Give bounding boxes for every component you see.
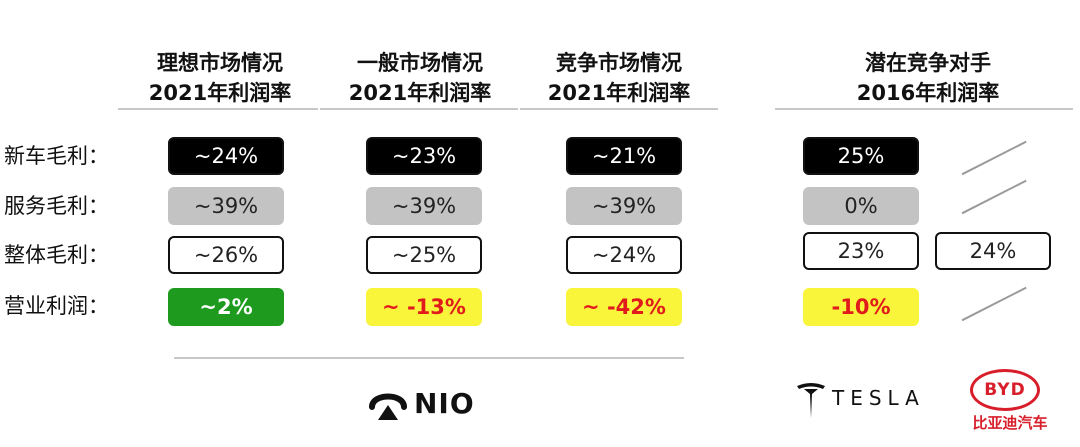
nio-logo: NIO	[368, 380, 478, 426]
competitive-operating-profit: ~ -42%	[566, 288, 682, 326]
tesla-service-margin: 0%	[803, 187, 919, 225]
ideal-overall-margin: ~26%	[168, 236, 284, 274]
header-competitive-subtitle: 2021年利润率	[547, 81, 691, 105]
nio-mark-icon	[369, 393, 407, 420]
tesla-logo: TESLA	[796, 380, 941, 426]
row-label-overall-margin: 整体毛利：	[4, 243, 109, 267]
byd-overall-margin: 24%	[935, 232, 1051, 270]
byd-badge-text: BYD	[984, 380, 1026, 400]
header-competitors-title: 潜在竞争对手	[865, 51, 991, 75]
row-label-service-margin: 服务毛利：	[4, 194, 109, 218]
ideal-operating-profit: ~2%	[168, 288, 284, 326]
tesla-overall-margin: 23%	[803, 232, 919, 270]
header-normal-title: 一般市场情况	[357, 51, 483, 75]
header-normal-subtitle: 2021年利润率	[348, 81, 492, 105]
normal-service-margin: ~39%	[366, 187, 482, 225]
header-ideal-title: 理想市场情况	[157, 51, 283, 75]
tesla-new-car-margin: 25%	[803, 137, 919, 175]
header-competitive-underline	[520, 108, 718, 110]
header-normal-underline	[320, 108, 518, 110]
competitive-new-car-margin: ~21%	[566, 137, 682, 175]
ideal-new-car-margin: ~24%	[168, 137, 284, 175]
header-ideal-underline	[118, 108, 318, 110]
normal-overall-margin: ~25%	[366, 236, 482, 274]
header-competitors-underline	[775, 108, 1073, 110]
tesla-wordmark: TESLA	[832, 386, 925, 410]
normal-operating-profit: ~ -13%	[366, 288, 482, 326]
competitive-overall-margin: ~24%	[566, 236, 682, 274]
header-ideal-subtitle: 2021年利润率	[148, 81, 292, 105]
header-competitive-market: 竞争市场情况 2021年利润率	[544, 48, 694, 108]
byd-logo: BYD 比亚迪汽车	[960, 366, 1072, 438]
row-label-operating-profit: 营业利润：	[4, 294, 109, 318]
byd-oval-badge: BYD	[970, 369, 1040, 411]
competitive-service-margin: ~39%	[566, 187, 682, 225]
byd-new-car-margin-na-slash	[961, 140, 1027, 175]
header-competitors: 潜在竞争对手 2016年利润率	[843, 48, 1013, 108]
tesla-t-icon	[797, 383, 825, 418]
nio-wordmark: NIO	[414, 387, 475, 420]
normal-new-car-margin: ~23%	[366, 137, 482, 175]
byd-service-margin-na-slash	[961, 179, 1027, 214]
header-competitors-subtitle: 2016年利润率	[856, 81, 1000, 105]
tesla-operating-profit: -10%	[803, 288, 919, 326]
ideal-service-margin: ~39%	[168, 187, 284, 225]
header-normal-market: 一般市场情况 2021年利润率	[345, 48, 495, 108]
byd-subtitle: 比亚迪汽车	[972, 414, 1048, 432]
nio-section-divider	[174, 357, 684, 359]
header-competitive-title: 竞争市场情况	[556, 51, 682, 75]
header-ideal-market: 理想市场情况 2021年利润率	[145, 48, 295, 108]
byd-operating-profit-na-slash	[961, 286, 1027, 321]
row-label-new-car-margin: 新车毛利：	[4, 144, 109, 168]
